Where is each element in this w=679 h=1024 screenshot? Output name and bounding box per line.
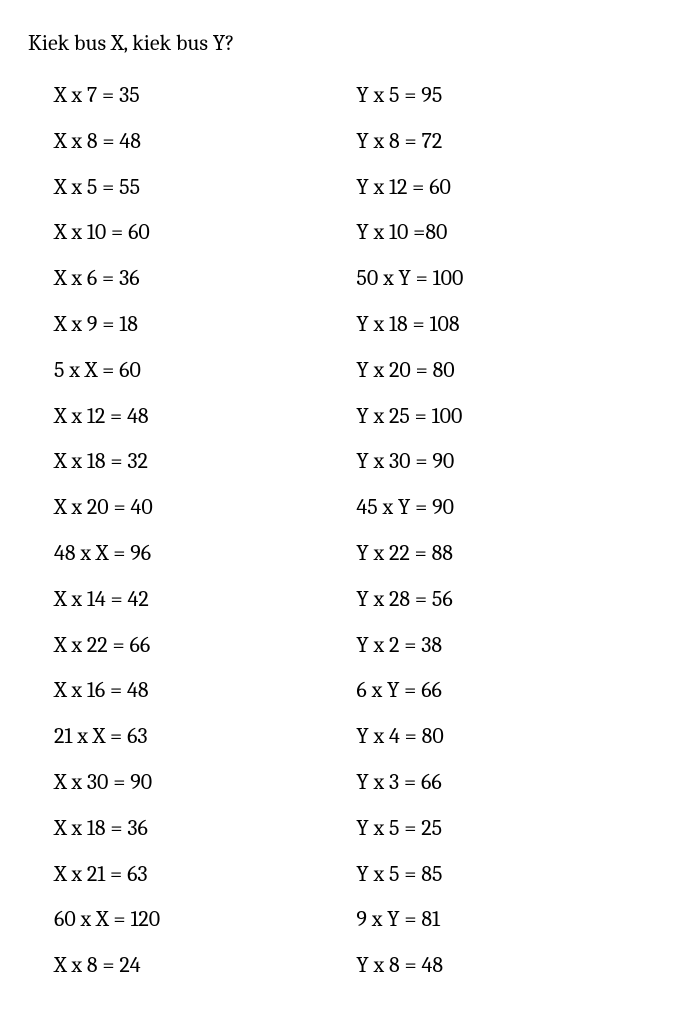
equation: 9 x Y = 81: [356, 908, 651, 954]
equation: Y x 2 = 38: [356, 634, 651, 680]
column-x: X x 7 = 35 X x 8 = 48 X x 5 = 55 X x 10 …: [28, 84, 356, 1000]
equation-columns: X x 7 = 35 X x 8 = 48 X x 5 = 55 X x 10 …: [28, 84, 651, 1000]
equation: Y x 10 =80: [356, 221, 651, 267]
equation: 50 x Y = 100: [356, 267, 651, 313]
equation: Y x 5 = 85: [356, 863, 651, 909]
equation: X x 21 = 63: [54, 863, 356, 909]
equation: X x 18 = 32: [54, 450, 356, 496]
equation: Y x 8 = 72: [356, 130, 651, 176]
equation: 6 x Y = 66: [356, 679, 651, 725]
equation: Y x 5 = 95: [356, 84, 651, 130]
equation: X x 20 = 40: [54, 496, 356, 542]
equation: Y x 28 = 56: [356, 588, 651, 634]
equation: X x 14 = 42: [54, 588, 356, 634]
equation: Y x 4 = 80: [356, 725, 651, 771]
equation: Y x 18 = 108: [356, 313, 651, 359]
equation: X x 22 = 66: [54, 634, 356, 680]
equation: 60 x X = 120: [54, 908, 356, 954]
equation: X x 8 = 24: [54, 954, 356, 1000]
equation: Y x 25 = 100: [356, 405, 651, 451]
equation: Y x 12 = 60: [356, 176, 651, 222]
equation: X x 10 = 60: [54, 221, 356, 267]
worksheet-page: Kiek bus X, kiek bus Y? X x 7 = 35 X x 8…: [0, 0, 679, 1000]
equation: X x 6 = 36: [54, 267, 356, 313]
equation: Y x 5 = 25: [356, 817, 651, 863]
equation: X x 16 = 48: [54, 679, 356, 725]
equation: 45 x Y = 90: [356, 496, 651, 542]
equation: 48 x X = 96: [54, 542, 356, 588]
equation: X x 9 = 18: [54, 313, 356, 359]
equation: X x 8 = 48: [54, 130, 356, 176]
equation: Y x 22 = 88: [356, 542, 651, 588]
equation: Y x 3 = 66: [356, 771, 651, 817]
equation: Y x 20 = 80: [356, 359, 651, 405]
equation: X x 30 = 90: [54, 771, 356, 817]
equation: X x 7 = 35: [54, 84, 356, 130]
equation: 21 x X = 63: [54, 725, 356, 771]
page-title: Kiek bus X, kiek bus Y?: [28, 30, 651, 56]
equation: X x 12 = 48: [54, 405, 356, 451]
equation: Y x 30 = 90: [356, 450, 651, 496]
equation: 5 x X = 60: [54, 359, 356, 405]
equation: X x 5 = 55: [54, 176, 356, 222]
equation: Y x 8 = 48: [356, 954, 651, 1000]
column-y: Y x 5 = 95 Y x 8 = 72 Y x 12 = 60 Y x 10…: [356, 84, 651, 1000]
equation: X x 18 = 36: [54, 817, 356, 863]
